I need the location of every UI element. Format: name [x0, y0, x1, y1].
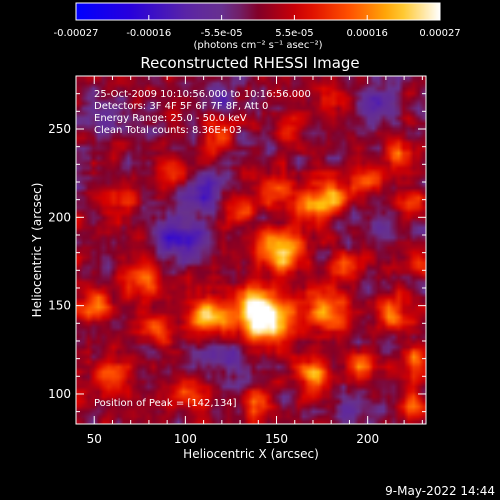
info-annotation: 25-Oct-2009 10:10:56.000 to 10:16:56.000… [94, 89, 311, 136]
colorbar-tick-label: 0.00027 [419, 28, 460, 39]
info-line: Detectors: 3F 4F 5F 6F 7F 8F, Att 0 [94, 101, 268, 112]
plot-frame [75, 75, 427, 425]
x-tick-label: 50 [87, 432, 102, 446]
colorbar-tick-label: -0.00027 [54, 28, 99, 39]
peak-position-label: Position of Peak = [142,134] [94, 398, 237, 409]
plot-area: 50 100 150 200 100 150 200 250 [48, 75, 427, 446]
colorbar-tick-label: 5.5e-05 [275, 28, 313, 39]
colorbar-units-label: (photons cm⁻² s⁻¹ asec⁻²) [193, 40, 322, 51]
x-tick-label: 150 [265, 432, 288, 446]
colorbar-tick-label: -5.5e-05 [201, 28, 243, 39]
y-axis-label: Heliocentric Y (arcsec) [30, 183, 44, 318]
x-tick-label: 100 [174, 432, 197, 446]
y-tick-label: 250 [48, 122, 71, 136]
y-tick-label: 100 [48, 387, 71, 401]
info-line: 25-Oct-2009 10:10:56.000 to 10:16:56.000 [94, 89, 311, 100]
heatmap-image [76, 76, 426, 424]
x-axis-label: Heliocentric X (arcsec) [183, 447, 319, 461]
y-tick-label: 200 [48, 210, 71, 224]
y-tick-label: 150 [48, 299, 71, 313]
colorbar-tick-label: 0.00016 [347, 28, 388, 39]
colorbar-tick-label: -0.00016 [126, 28, 171, 39]
footer-date: 9-May-2022 14:44 [385, 484, 495, 498]
colorbar: -0.00027 -0.00016 -5.5e-05 5.5e-05 0.00016 0.… [54, 2, 461, 51]
info-line: Clean Total counts: 8.36E+03 [94, 125, 242, 136]
x-tick-label: 200 [356, 432, 379, 446]
chart-title: Reconstructed RHESSI Image [140, 54, 359, 72]
info-line: Energy Range: 25.0 - 50.0 keV [94, 113, 247, 124]
